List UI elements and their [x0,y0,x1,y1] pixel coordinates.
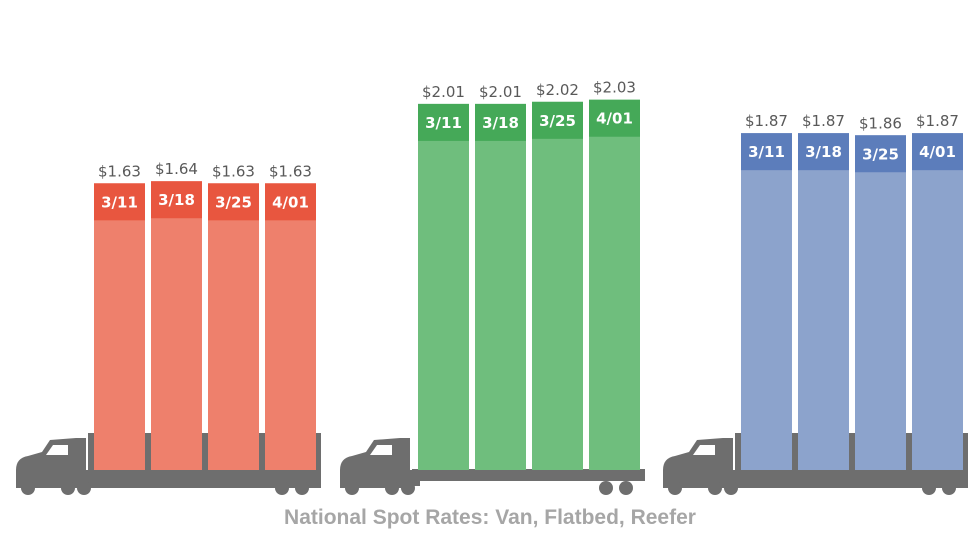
bar-header [912,133,963,171]
data-label: $2.01 [479,83,522,101]
data-label: $1.86 [859,114,902,132]
bar-header [265,183,316,221]
bar [208,183,259,470]
category-label: 3/18 [805,143,842,161]
truck-icon [340,438,645,495]
bar [741,133,792,471]
category-label: 4/01 [919,143,956,161]
bar-header [94,183,145,221]
bar [151,181,202,471]
bar-header [151,181,202,219]
category-label: 3/25 [539,112,576,130]
data-label: $1.87 [745,112,788,130]
category-label: 3/18 [482,114,519,132]
bar-header [741,133,792,171]
category-label: 3/18 [158,191,195,209]
category-label: 3/25 [862,145,899,163]
bar [418,103,469,470]
bar [589,99,640,470]
data-label: $2.01 [422,83,465,101]
bar [912,133,963,471]
data-label: $1.87 [916,112,959,130]
category-label: 4/01 [272,193,309,211]
category-label: 3/25 [215,193,252,211]
bar-header [418,103,469,141]
bar [265,183,316,470]
data-label: $2.02 [536,81,579,99]
bar-header [855,135,906,173]
bar [475,103,526,470]
bar-header [589,99,640,137]
category-label: 3/11 [425,114,462,132]
bar [94,183,145,470]
category-label: 4/01 [596,110,633,128]
bar [798,133,849,471]
bar-header [798,133,849,171]
bar [532,101,583,470]
bar [855,135,906,470]
data-label: $1.63 [212,162,255,180]
category-label: 3/11 [101,193,138,211]
data-label: $2.03 [593,79,636,97]
data-label: $1.64 [155,160,198,178]
bar-header [532,101,583,139]
data-label: $1.63 [269,162,312,180]
category-label: 3/11 [748,143,785,161]
bar-header [475,103,526,141]
chart-title: National Spot Rates: Van, Flatbed, Reefe… [284,506,696,529]
data-label: $1.63 [98,162,141,180]
data-label: $1.87 [802,112,845,130]
bar-header [208,183,259,221]
